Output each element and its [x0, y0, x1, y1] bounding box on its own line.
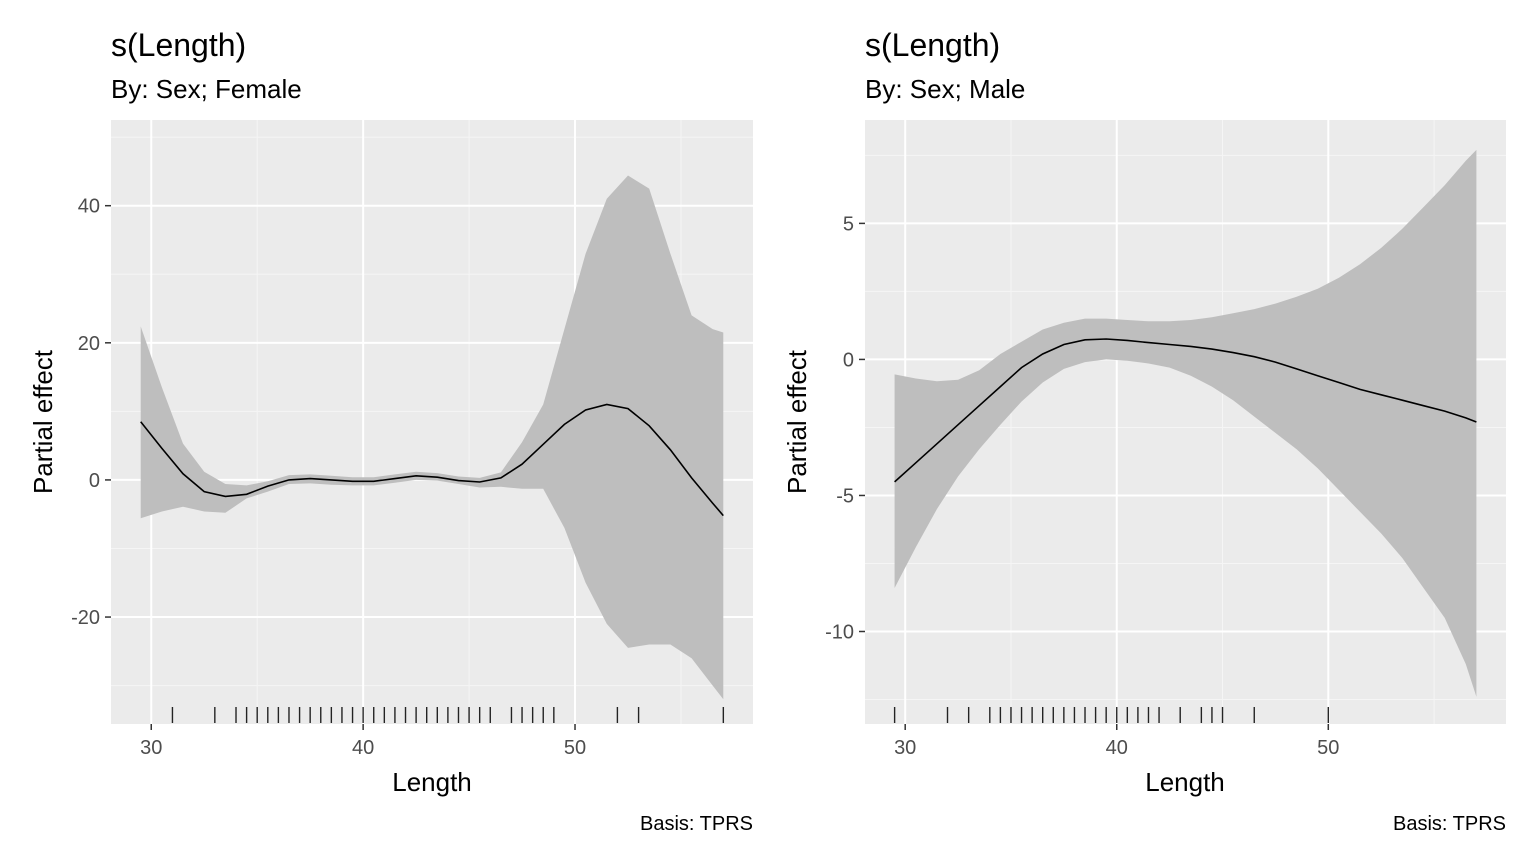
y-tick-label: 20: [78, 333, 100, 355]
axis-ticks: 30 40 50 -10 -5 0 5: [825, 213, 1339, 759]
chart-title: s(Length): [111, 27, 246, 63]
y-tick-label: -5: [836, 485, 854, 507]
axis-ticks: 30 40 50 -20 0 20 40: [71, 196, 586, 759]
x-axis-title: Length: [392, 767, 472, 797]
caption: Basis: TPRS: [640, 813, 753, 835]
x-axis-title: Length: [1145, 767, 1225, 797]
x-tick-label: 30: [894, 737, 916, 759]
y-axis-title: Partial effect: [28, 349, 58, 494]
y-tick-label: 0: [843, 349, 854, 371]
x-tick-label: 50: [1317, 737, 1339, 759]
x-tick-label: 40: [1106, 737, 1128, 759]
plot-marks: [140, 175, 725, 723]
confidence-band: [140, 175, 724, 700]
y-tick-label: 0: [89, 470, 100, 492]
y-tick-label: 5: [843, 213, 854, 235]
y-tick-label: -20: [71, 607, 100, 629]
plot-marks: [893, 149, 1477, 723]
x-tick-label: 50: [564, 737, 586, 759]
fitted-line: [140, 403, 724, 517]
fitted-line: [894, 338, 1477, 483]
chart-title: s(Length): [865, 27, 1000, 63]
chart-male: s(Length) By: Sex; Male 30 40 50 -10 -5 0 5 Le…: [782, 27, 1506, 835]
chart-subtitle: By: Sex; Male: [865, 74, 1025, 104]
caption: Basis: TPRS: [1393, 813, 1506, 835]
x-tick-label: 40: [352, 737, 374, 759]
chart-female: s(Length) By: Sex; Female 30 40 50 -20 0 20 40…: [28, 27, 753, 835]
y-tick-label: 40: [78, 196, 100, 218]
confidence-band: [894, 149, 1477, 697]
chart-subtitle: By: Sex; Female: [111, 74, 302, 104]
y-axis-title: Partial effect: [782, 349, 812, 494]
y-tick-label: -10: [825, 621, 854, 643]
x-tick-label: 30: [140, 737, 162, 759]
